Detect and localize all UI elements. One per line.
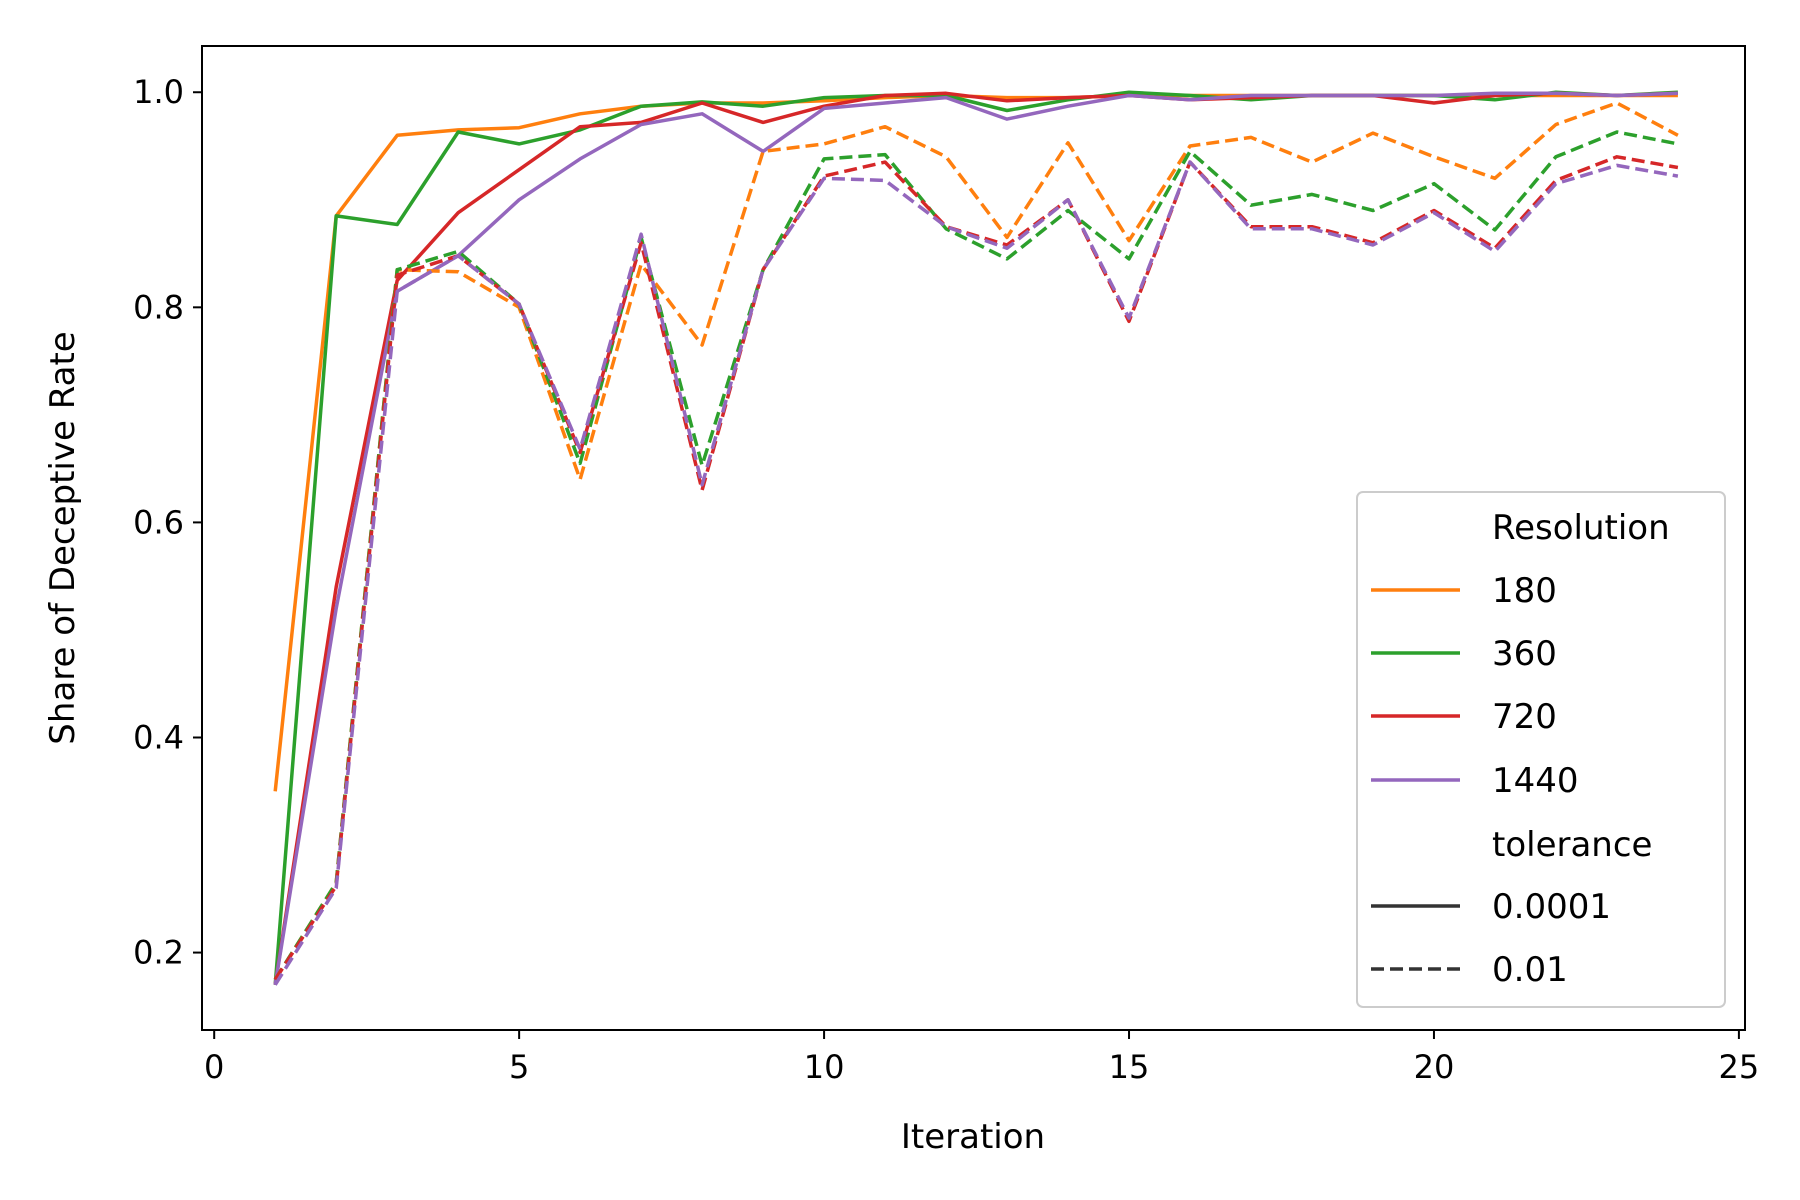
legend-label-180: 180 <box>1492 571 1557 611</box>
legend-title-tolerance: tolerance <box>1492 825 1652 865</box>
series-layer <box>273 90 1679 986</box>
legend-title-resolution: Resolution <box>1492 508 1670 548</box>
y-axis-label: Share of Deceptive Rate <box>43 331 83 744</box>
series-line-180-tol-0.01 <box>273 101 1679 981</box>
y-tick-label: 0.2 <box>133 934 184 972</box>
y-tick-label: 0.4 <box>133 718 184 756</box>
legend-label-1440: 1440 <box>1492 761 1579 801</box>
legend-label-0.01: 0.01 <box>1492 950 1568 990</box>
x-tick-label: 0 <box>204 1048 224 1086</box>
y-axis-ticks: 0.2 0.4 0.6 0.8 1.0 <box>133 73 202 972</box>
series-line-1440-tol-0.0001 <box>273 91 1678 986</box>
legend-label-0.0001: 0.0001 <box>1492 887 1611 927</box>
series-line-360-tol-0.01 <box>273 130 1679 981</box>
x-tick-label: 25 <box>1719 1048 1760 1086</box>
series-line-1440-tol-0.01 <box>273 160 1679 986</box>
plot-frame <box>201 45 1746 1031</box>
x-tick-label: 10 <box>804 1048 845 1086</box>
x-axis-label: Iteration <box>901 1117 1045 1157</box>
x-tick-label: 15 <box>1109 1048 1150 1086</box>
legend-label-720: 720 <box>1492 697 1557 737</box>
legend: Resolution 180 360 720 1440 tolerance 0.… <box>1356 491 1726 1008</box>
legend-label-360: 360 <box>1492 634 1557 674</box>
legend-box <box>1356 491 1726 1008</box>
y-tick-label: 1.0 <box>133 73 184 111</box>
x-tick-label: 20 <box>1414 1048 1455 1086</box>
x-tick-label: 5 <box>509 1048 529 1086</box>
series-line-720-tol-0.0001 <box>273 91 1678 986</box>
x-axis-ticks: 0 5 10 15 20 25 <box>204 1030 1759 1086</box>
y-tick-label: 0.8 <box>133 288 184 326</box>
y-tick-label: 0.6 <box>133 503 184 541</box>
